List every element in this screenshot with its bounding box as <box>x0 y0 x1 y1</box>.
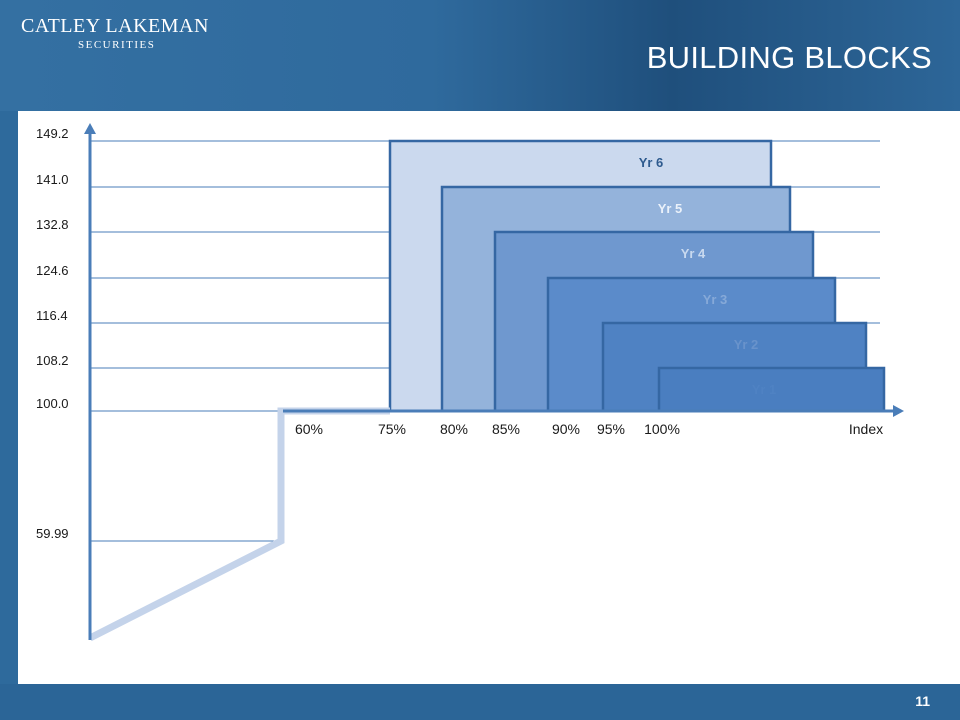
x-tick-label: 85% <box>492 421 520 437</box>
logo-wordmark: CATLEY LAKEMAN <box>21 15 209 37</box>
y-tick-label: 116.4 <box>36 308 68 323</box>
y-tick-label: 132.8 <box>36 217 69 232</box>
payoff-line <box>88 407 390 642</box>
x-axis-label: Index <box>849 421 883 437</box>
header-bar: CATLEY LAKEMAN SECURITIES BUILDING BLOCK… <box>0 0 960 111</box>
x-tick-labels: 60% 75% 80% 85% 90% 95% 100% Index <box>295 421 883 437</box>
x-tick-label: 100% <box>644 421 680 437</box>
y-tick-labels: 149.2 141.0 132.8 124.6 116.4 108.2 100.0 59.99 <box>36 126 69 541</box>
axes <box>84 123 904 640</box>
y-axis-arrow <box>84 123 96 134</box>
block-label: Yr 2 <box>734 337 759 352</box>
x-tick-label: 95% <box>597 421 625 437</box>
footer-bar: 11 <box>0 684 960 720</box>
slide-title: BUILDING BLOCKS <box>646 40 932 75</box>
block-label: Yr 5 <box>658 201 683 216</box>
y-tick-label: 149.2 <box>36 126 69 141</box>
y-tick-label: 108.2 <box>36 353 69 368</box>
y-tick-label: 141.0 <box>36 172 69 187</box>
y-tick-label: 100.0 <box>36 396 69 411</box>
block-label: Yr 4 <box>681 246 706 261</box>
logo-subtitle: SECURITIES <box>78 39 156 51</box>
left-accent-strip <box>0 111 18 684</box>
x-axis-arrow <box>893 405 904 417</box>
y-tick-label: 124.6 <box>36 263 69 278</box>
x-tick-label: 60% <box>295 421 323 437</box>
block-label: Yr 6 <box>639 155 664 170</box>
blocks-group: Yr 6 Yr 5 Yr 4 Yr 3 Yr 2 Yr 1 <box>388 139 886 413</box>
block-label: Yr 1 <box>752 382 777 397</box>
block-label: Yr 3 <box>703 292 728 307</box>
y-tick-label: 59.99 <box>36 526 69 541</box>
x-tick-label: 75% <box>378 421 406 437</box>
x-tick-label: 80% <box>440 421 468 437</box>
payoff-path <box>88 407 390 642</box>
page-number: 11 <box>915 693 930 709</box>
x-tick-label: 90% <box>552 421 580 437</box>
